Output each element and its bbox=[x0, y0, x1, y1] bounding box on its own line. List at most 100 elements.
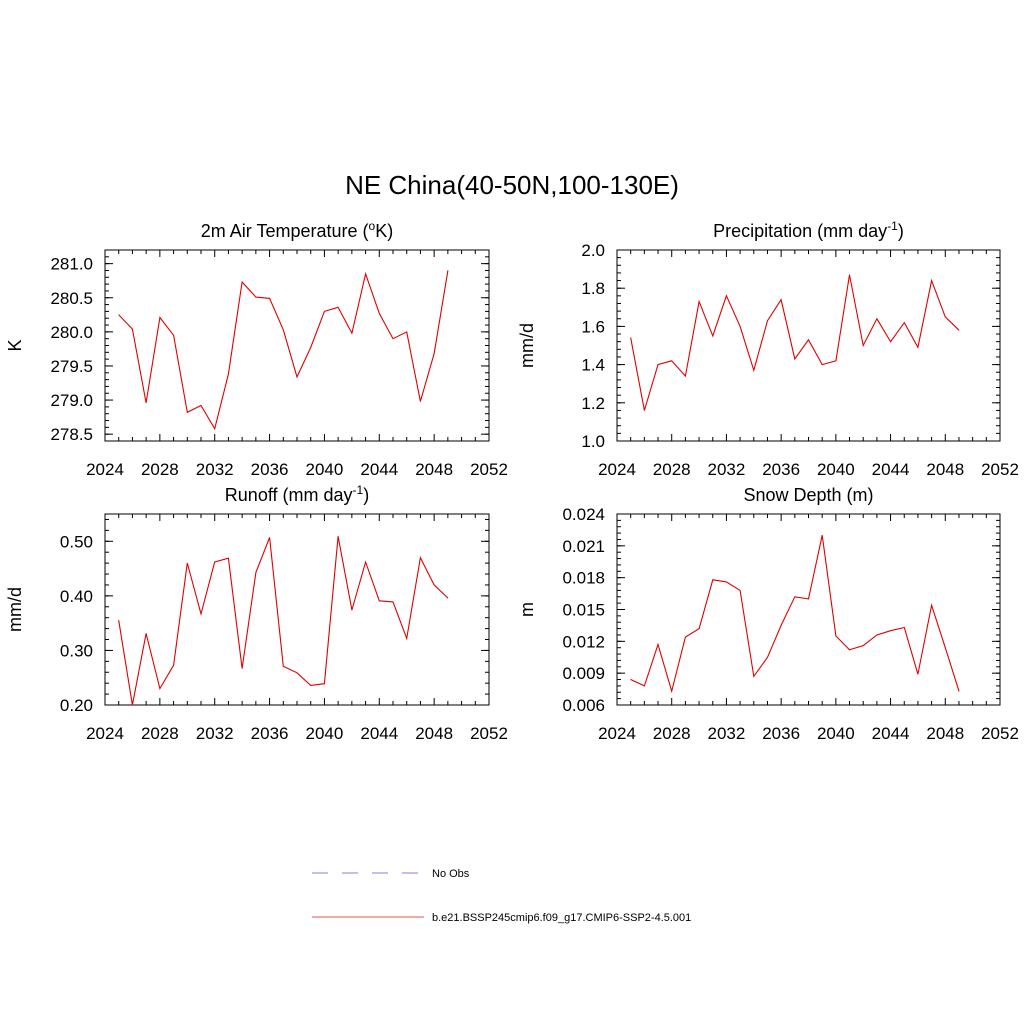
x-tick-label: 2040 bbox=[817, 724, 855, 743]
y-tick-label: 0.012 bbox=[562, 632, 605, 651]
data-point bbox=[630, 679, 632, 680]
data-point bbox=[228, 557, 229, 559]
y-tick-label: 0.009 bbox=[562, 664, 605, 683]
data-point bbox=[214, 428, 216, 430]
data-point bbox=[767, 320, 768, 322]
chart-panel-2: 2024 2028 2032 2036 2040 2044 2048 2052 1.0 1.2 1.… bbox=[517, 219, 1019, 479]
data-point bbox=[849, 649, 850, 651]
data-point bbox=[337, 306, 339, 308]
data-point bbox=[269, 537, 270, 538]
data-point bbox=[228, 373, 229, 375]
panel-title-superscript: -1 bbox=[887, 219, 898, 233]
data-point bbox=[392, 338, 394, 340]
x-tick-label: 2044 bbox=[872, 724, 910, 743]
panel-title: Runoff (mm day-1) bbox=[225, 483, 369, 505]
data-point bbox=[821, 364, 823, 365]
y-axis-label: K bbox=[5, 339, 25, 351]
y-tick-label: 1.8 bbox=[581, 279, 605, 298]
chart-panel-1: 2024 2028 2032 2036 2040 2044 2048 2052 278.5 279… bbox=[5, 219, 508, 479]
data-point bbox=[241, 668, 243, 669]
x-tick-label: 2024 bbox=[86, 724, 124, 743]
data-point bbox=[433, 584, 435, 586]
data-point bbox=[712, 335, 714, 337]
data-point bbox=[753, 675, 755, 677]
y-tick-label: 278.5 bbox=[50, 425, 93, 444]
panel-title: Snow Depth (m) bbox=[743, 485, 873, 505]
data-point bbox=[420, 401, 421, 402]
data-point bbox=[808, 339, 809, 341]
data-point bbox=[739, 590, 741, 591]
data-point bbox=[808, 598, 809, 600]
panel-title: Precipitation (mm day-1) bbox=[713, 219, 904, 241]
y-tick-label: 0.015 bbox=[562, 601, 605, 620]
data-point bbox=[447, 597, 449, 599]
data-point bbox=[657, 364, 659, 365]
data-point bbox=[296, 376, 298, 378]
data-point bbox=[712, 579, 714, 581]
panel-title-tail: K) bbox=[375, 221, 393, 241]
y-tick-label: 1.2 bbox=[581, 394, 605, 413]
series-line-1 bbox=[118, 536, 449, 706]
chart-panel-3: 2024 2028 2032 2036 2040 2044 2048 2052 0.20 0.30… bbox=[5, 483, 508, 743]
data-point bbox=[944, 316, 946, 318]
series-line-1 bbox=[630, 535, 960, 694]
y-tick-label: 0.006 bbox=[562, 696, 605, 715]
y-tick-label: 279.5 bbox=[50, 357, 93, 376]
x-tick-label: 2036 bbox=[762, 724, 800, 743]
data-point bbox=[862, 345, 864, 346]
data-point bbox=[671, 690, 673, 692]
data-point bbox=[433, 353, 435, 355]
x-tick-label: 2048 bbox=[926, 724, 964, 743]
data-point bbox=[698, 628, 700, 629]
data-point bbox=[849, 274, 850, 276]
panel-title-tail: ) bbox=[898, 221, 904, 241]
data-point bbox=[406, 638, 408, 639]
y-tick-label: 1.6 bbox=[581, 317, 605, 336]
legend-label-2: b.e21.BSSP245cmip6.f09_g17.CMIP6-SSP2-4.… bbox=[432, 912, 691, 924]
data-point bbox=[200, 405, 202, 406]
data-point bbox=[310, 347, 312, 348]
panel-title-main: Snow Depth (m) bbox=[743, 485, 873, 505]
figure-title: NE China(40-50N,100-130E) bbox=[345, 170, 679, 200]
data-point bbox=[698, 301, 700, 302]
data-point bbox=[726, 295, 727, 297]
data-point bbox=[944, 647, 946, 649]
x-tick-label: 2044 bbox=[872, 460, 910, 479]
data-point bbox=[890, 341, 891, 343]
data-point bbox=[186, 562, 188, 564]
data-point bbox=[145, 402, 147, 404]
data-point bbox=[365, 273, 366, 275]
data-point bbox=[241, 281, 243, 283]
data-point bbox=[917, 673, 919, 675]
x-tick-label: 2032 bbox=[708, 724, 746, 743]
panel-title-superscript: -1 bbox=[353, 483, 364, 497]
x-tick-label: 2028 bbox=[653, 724, 691, 743]
legend: No Obs b.e21.BSSP245cmip6.f09_g17.CMIP6-S… bbox=[312, 868, 691, 924]
x-tick-label: 2032 bbox=[196, 724, 234, 743]
data-point bbox=[958, 690, 960, 692]
panel-title: 2m Air Temperature (oK) bbox=[201, 219, 393, 241]
y-tick-label: 0.018 bbox=[562, 569, 605, 588]
x-tick-label: 2040 bbox=[306, 724, 344, 743]
x-tick-label: 2048 bbox=[926, 460, 964, 479]
y-tick-label: 279.0 bbox=[50, 391, 93, 410]
data-point bbox=[296, 672, 298, 674]
data-point bbox=[337, 535, 339, 537]
data-point bbox=[931, 280, 933, 281]
panel-title-tail: ) bbox=[363, 485, 369, 505]
data-point bbox=[269, 298, 270, 299]
data-point bbox=[118, 314, 120, 316]
data-point bbox=[931, 604, 933, 606]
panel-title-main: Runoff (mm day bbox=[225, 485, 353, 505]
x-tick-label: 2040 bbox=[817, 460, 855, 479]
y-tick-label: 0.024 bbox=[562, 505, 605, 524]
y-tick-label: 0.30 bbox=[60, 641, 93, 660]
data-point bbox=[684, 636, 686, 638]
x-tick-label: 2024 bbox=[598, 460, 636, 479]
data-point bbox=[643, 410, 645, 411]
y-tick-label: 2.0 bbox=[581, 241, 605, 260]
data-point bbox=[780, 625, 782, 626]
x-tick-label: 2032 bbox=[196, 460, 234, 479]
x-tick-label: 2036 bbox=[762, 460, 800, 479]
